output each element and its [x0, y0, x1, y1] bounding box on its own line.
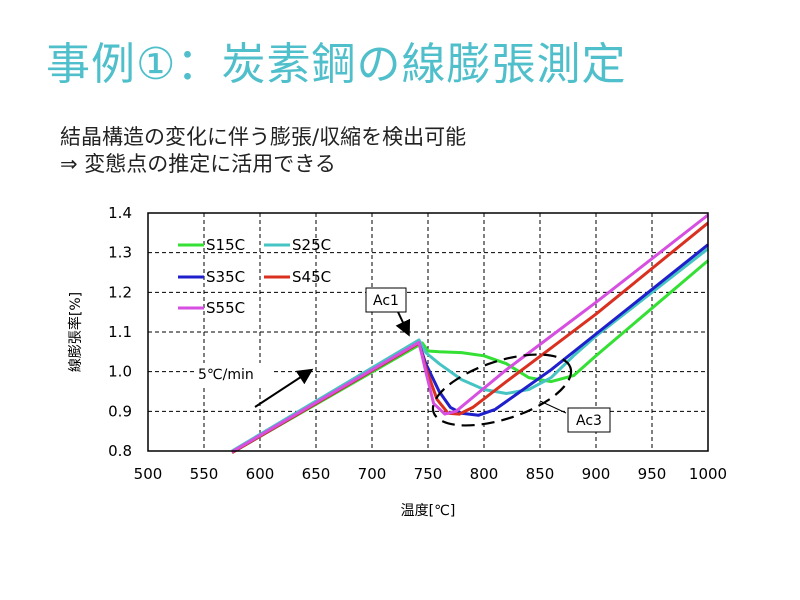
series-lines	[231, 213, 709, 454]
slide-title: 事例①：炭素鋼の線膨張測定	[46, 39, 627, 90]
annotations: 5℃/min Ac1 Ac3	[196, 287, 611, 433]
y-tick-label: 1.1	[108, 323, 132, 341]
y-axis-title: 線膨張率[%]	[67, 292, 84, 372]
y-tick-label: 1.4	[108, 204, 132, 222]
x-tick-label: 700	[358, 465, 387, 483]
x-tick-label: 900	[582, 465, 611, 483]
ac3-leader-line	[539, 400, 567, 414]
rate-label-bg	[196, 363, 272, 385]
ac1-label: Ac1	[373, 293, 399, 309]
x-tick-label: 850	[526, 465, 555, 483]
x-tick-label: 550	[190, 465, 219, 483]
ac3-callout-box	[567, 407, 611, 433]
x-tick-label: 950	[638, 465, 667, 483]
bullet-line-1: 結晶構造の変化に伴う膨張/収縮を検出可能	[60, 125, 467, 149]
x-tick-label: 800	[470, 465, 499, 483]
plot-frame	[147, 212, 709, 452]
series-line-s15c	[231, 259, 709, 454]
ac1-callout-box	[365, 287, 407, 313]
legend-label-s15c: S15C	[206, 236, 245, 254]
ac3-region-ellipse	[431, 353, 573, 427]
y-tick-label: 1.0	[108, 363, 132, 381]
slide-body: 結晶構造の変化に伴う膨張/収縮を検出可能 ⇒ 変態点の推定に活用できる	[60, 124, 466, 178]
x-tick-label: 500	[134, 465, 163, 483]
tick-labels: 500 550 600 650 700 750 800 850 900 950 1000 0.8 0.9…	[108, 204, 727, 483]
y-tick-label: 1.3	[108, 244, 132, 262]
x-tick-label: 1000	[689, 465, 727, 483]
legend-label-s25c: S25C	[292, 236, 331, 254]
rate-label: 5℃/min	[198, 367, 254, 383]
series-line-s55c	[231, 213, 709, 454]
legend-label-s35c: S35C	[206, 268, 245, 286]
legend-label-s45c: S45C	[292, 268, 331, 286]
series-line-s45c	[231, 221, 709, 454]
legend: S15C S25C S35C S45C S55C	[178, 236, 331, 317]
x-tick-label: 600	[246, 465, 275, 483]
x-tick-label: 750	[414, 465, 443, 483]
y-tick-label: 0.8	[108, 442, 132, 460]
grid-lines	[148, 213, 708, 451]
ac3-label: Ac3	[576, 413, 602, 429]
x-axis-title: 温度[℃]	[401, 503, 456, 519]
ac1-pointer-arrow	[395, 311, 411, 337]
x-tick-label: 650	[302, 465, 331, 483]
rate-arrow	[254, 368, 314, 408]
legend-label-s55c: S55C	[206, 299, 245, 317]
y-tick-label: 0.9	[108, 402, 132, 420]
y-tick-label: 1.2	[108, 283, 132, 301]
bullet-line-2: ⇒ 変態点の推定に活用できる	[60, 152, 336, 176]
